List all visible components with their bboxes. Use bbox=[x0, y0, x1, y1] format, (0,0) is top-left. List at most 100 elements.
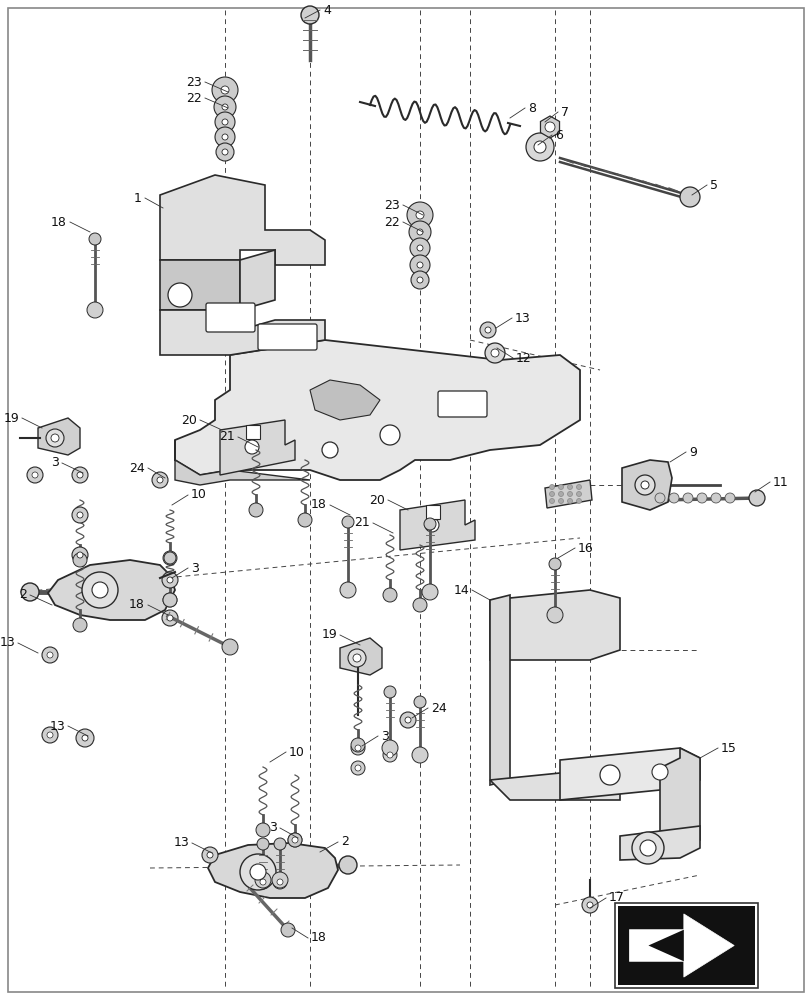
Circle shape bbox=[163, 593, 177, 607]
Circle shape bbox=[354, 745, 361, 751]
Text: 13: 13 bbox=[514, 312, 530, 324]
Text: 13: 13 bbox=[0, 636, 15, 650]
Polygon shape bbox=[629, 914, 733, 977]
Circle shape bbox=[679, 187, 699, 207]
Circle shape bbox=[260, 879, 266, 885]
Bar bbox=[618, 906, 753, 985]
Circle shape bbox=[272, 875, 286, 889]
Polygon shape bbox=[540, 116, 559, 138]
Circle shape bbox=[724, 493, 734, 503]
Circle shape bbox=[409, 221, 431, 243]
Circle shape bbox=[549, 485, 554, 489]
Circle shape bbox=[221, 639, 238, 655]
Text: 17: 17 bbox=[608, 892, 624, 904]
Circle shape bbox=[353, 654, 361, 662]
Circle shape bbox=[51, 434, 59, 442]
Circle shape bbox=[381, 740, 397, 756]
Circle shape bbox=[484, 343, 504, 363]
Circle shape bbox=[340, 582, 355, 598]
Circle shape bbox=[631, 832, 663, 864]
Text: 24: 24 bbox=[431, 702, 446, 714]
Circle shape bbox=[581, 897, 597, 913]
FancyBboxPatch shape bbox=[206, 303, 255, 332]
Circle shape bbox=[322, 442, 337, 458]
Text: 24: 24 bbox=[129, 462, 145, 475]
Text: 4: 4 bbox=[323, 4, 330, 17]
Circle shape bbox=[168, 283, 191, 307]
Circle shape bbox=[526, 133, 553, 161]
Circle shape bbox=[87, 302, 103, 318]
Polygon shape bbox=[310, 380, 380, 420]
Circle shape bbox=[599, 765, 620, 785]
Circle shape bbox=[214, 96, 236, 118]
Circle shape bbox=[417, 229, 423, 235]
Circle shape bbox=[576, 491, 581, 496]
Polygon shape bbox=[489, 595, 509, 785]
Circle shape bbox=[410, 255, 430, 275]
Circle shape bbox=[567, 498, 572, 504]
Text: 16: 16 bbox=[577, 542, 593, 554]
Circle shape bbox=[152, 472, 168, 488]
Text: 20: 20 bbox=[369, 493, 384, 506]
Circle shape bbox=[651, 764, 667, 780]
Circle shape bbox=[417, 277, 423, 283]
Circle shape bbox=[215, 112, 234, 132]
Circle shape bbox=[654, 493, 664, 503]
Circle shape bbox=[576, 485, 581, 489]
Polygon shape bbox=[489, 590, 620, 660]
Circle shape bbox=[534, 141, 545, 153]
Text: 21: 21 bbox=[354, 516, 370, 530]
Circle shape bbox=[77, 552, 83, 558]
Circle shape bbox=[576, 498, 581, 504]
Text: 11: 11 bbox=[772, 476, 787, 488]
Circle shape bbox=[82, 572, 118, 608]
Circle shape bbox=[164, 552, 176, 564]
FancyBboxPatch shape bbox=[246, 425, 260, 439]
Circle shape bbox=[250, 864, 266, 880]
Circle shape bbox=[167, 615, 173, 621]
Circle shape bbox=[400, 712, 415, 728]
Circle shape bbox=[350, 738, 365, 752]
Circle shape bbox=[696, 493, 706, 503]
Circle shape bbox=[281, 923, 294, 937]
Circle shape bbox=[221, 149, 228, 155]
Circle shape bbox=[221, 86, 229, 94]
Circle shape bbox=[405, 717, 410, 723]
Text: 8: 8 bbox=[527, 102, 535, 115]
Circle shape bbox=[221, 134, 228, 140]
Circle shape bbox=[422, 584, 437, 600]
Circle shape bbox=[567, 491, 572, 496]
Circle shape bbox=[157, 477, 163, 483]
Circle shape bbox=[406, 202, 432, 228]
Text: 23: 23 bbox=[186, 76, 202, 89]
Circle shape bbox=[89, 233, 101, 245]
Circle shape bbox=[549, 491, 554, 496]
Polygon shape bbox=[160, 260, 240, 310]
Circle shape bbox=[547, 607, 562, 623]
Text: 3: 3 bbox=[51, 456, 59, 470]
Polygon shape bbox=[175, 440, 310, 485]
Circle shape bbox=[491, 349, 499, 357]
Circle shape bbox=[350, 741, 365, 755]
Circle shape bbox=[32, 472, 38, 478]
Circle shape bbox=[272, 872, 288, 888]
Circle shape bbox=[410, 271, 428, 289]
FancyBboxPatch shape bbox=[437, 391, 487, 417]
Circle shape bbox=[710, 493, 720, 503]
Circle shape bbox=[77, 512, 83, 518]
Text: 10: 10 bbox=[289, 745, 304, 758]
Circle shape bbox=[92, 582, 108, 598]
Circle shape bbox=[298, 513, 311, 527]
Polygon shape bbox=[48, 560, 175, 620]
Circle shape bbox=[301, 6, 319, 24]
Circle shape bbox=[383, 748, 397, 762]
Text: 12: 12 bbox=[515, 352, 531, 364]
Circle shape bbox=[415, 211, 423, 219]
Polygon shape bbox=[208, 843, 337, 898]
Polygon shape bbox=[175, 340, 579, 480]
Text: 18: 18 bbox=[51, 216, 67, 229]
Circle shape bbox=[548, 558, 560, 570]
Text: 18: 18 bbox=[311, 498, 327, 512]
Circle shape bbox=[42, 727, 58, 743]
Text: 3: 3 bbox=[268, 821, 277, 834]
